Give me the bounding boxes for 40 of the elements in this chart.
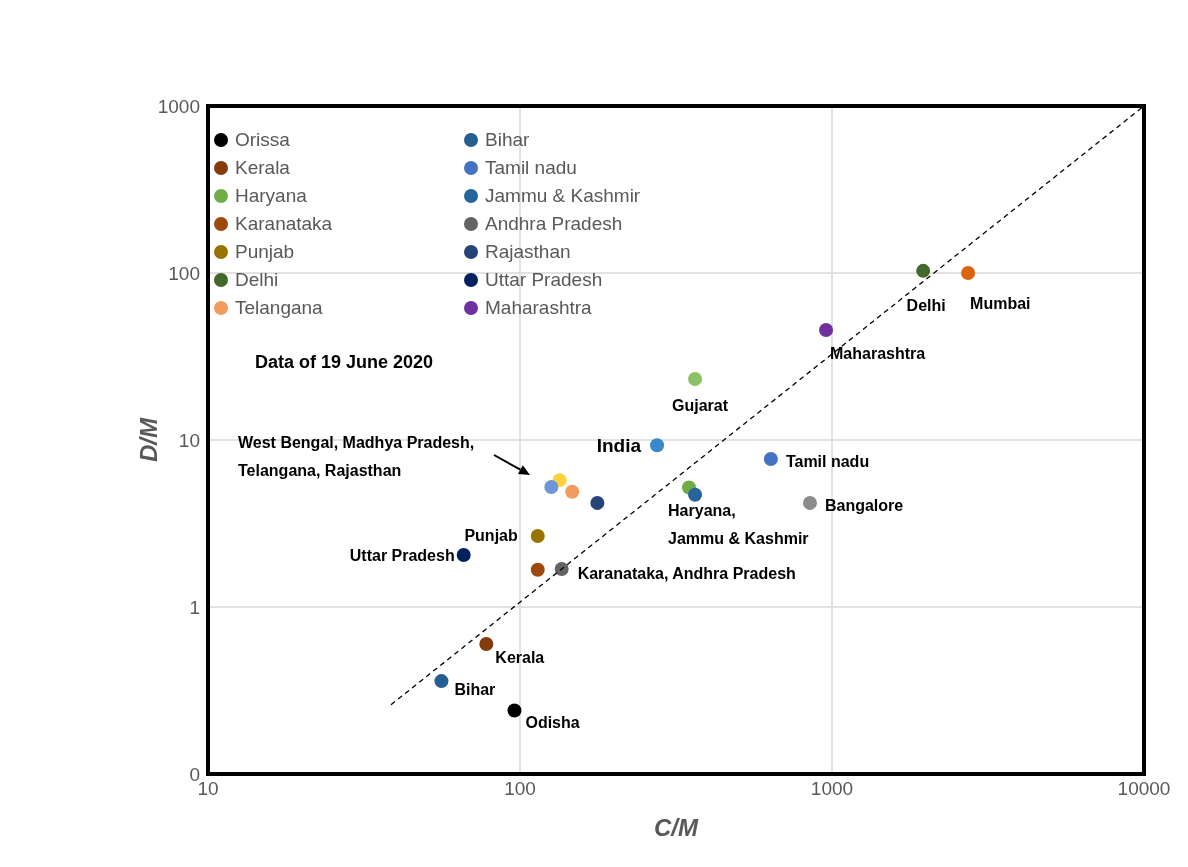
annotation: Delhi [906,296,946,314]
y-tick-label: 1000 [157,95,200,117]
x-tick-label: 100 [504,778,536,800]
annotation: Mumbai [970,295,1031,312]
annotation: Kerala [495,649,545,667]
y-tick-label: 100 [168,262,200,284]
legend-label: Telangana [235,297,323,319]
legend-label: Tamil nadu [485,157,577,179]
legend-label: Bihar [485,129,530,151]
legend-label: Kerala [235,157,290,179]
legend-label: Karanataka [235,213,333,235]
y-tick-label: 1 [189,596,200,618]
annotation: Gujarat [672,396,729,414]
y-tick-label: 0 [189,763,200,785]
legend-label: Rajasthan [485,241,571,263]
annotation: Uttar Pradesh [349,546,455,564]
x-tick-label: 1000 [810,778,854,800]
legend-label: Haryana [235,185,307,207]
text: Data of 19 June 2020 [255,352,434,372]
legend-label: Orissa [235,129,290,151]
legend-label: Andhra Pradesh [485,213,623,235]
legend-label: Punjab [235,241,295,263]
annotation: Haryana, Jammu & Kashmir [668,501,809,547]
x-tick-label: 10000 [1117,778,1171,800]
y-tick-label: 10 [178,429,200,451]
annotation: Maharashtra [830,344,926,362]
annotation: Tamil nadu [785,452,870,470]
annotation: India [596,435,642,457]
annotation: Bangalore [824,496,904,514]
annotation: Odisha [525,713,580,731]
legend-label: Delhi [235,269,279,291]
legend-label: Uttar Pradesh [485,269,603,291]
legend-label: Jammu & Kashmir [485,185,641,207]
x-axis-title: C/M [654,814,699,841]
annotation: West Bengal, Madhya Pradesh, Telangana, Rajasthan [238,434,475,479]
legend-label: Maharashtra [485,297,592,319]
annotation: Bihar [454,681,496,699]
annotation: Punjab [464,527,518,545]
y-axis-title: D/M [134,417,162,462]
annotation: Karanataka, Andhra Pradesh [577,564,796,582]
